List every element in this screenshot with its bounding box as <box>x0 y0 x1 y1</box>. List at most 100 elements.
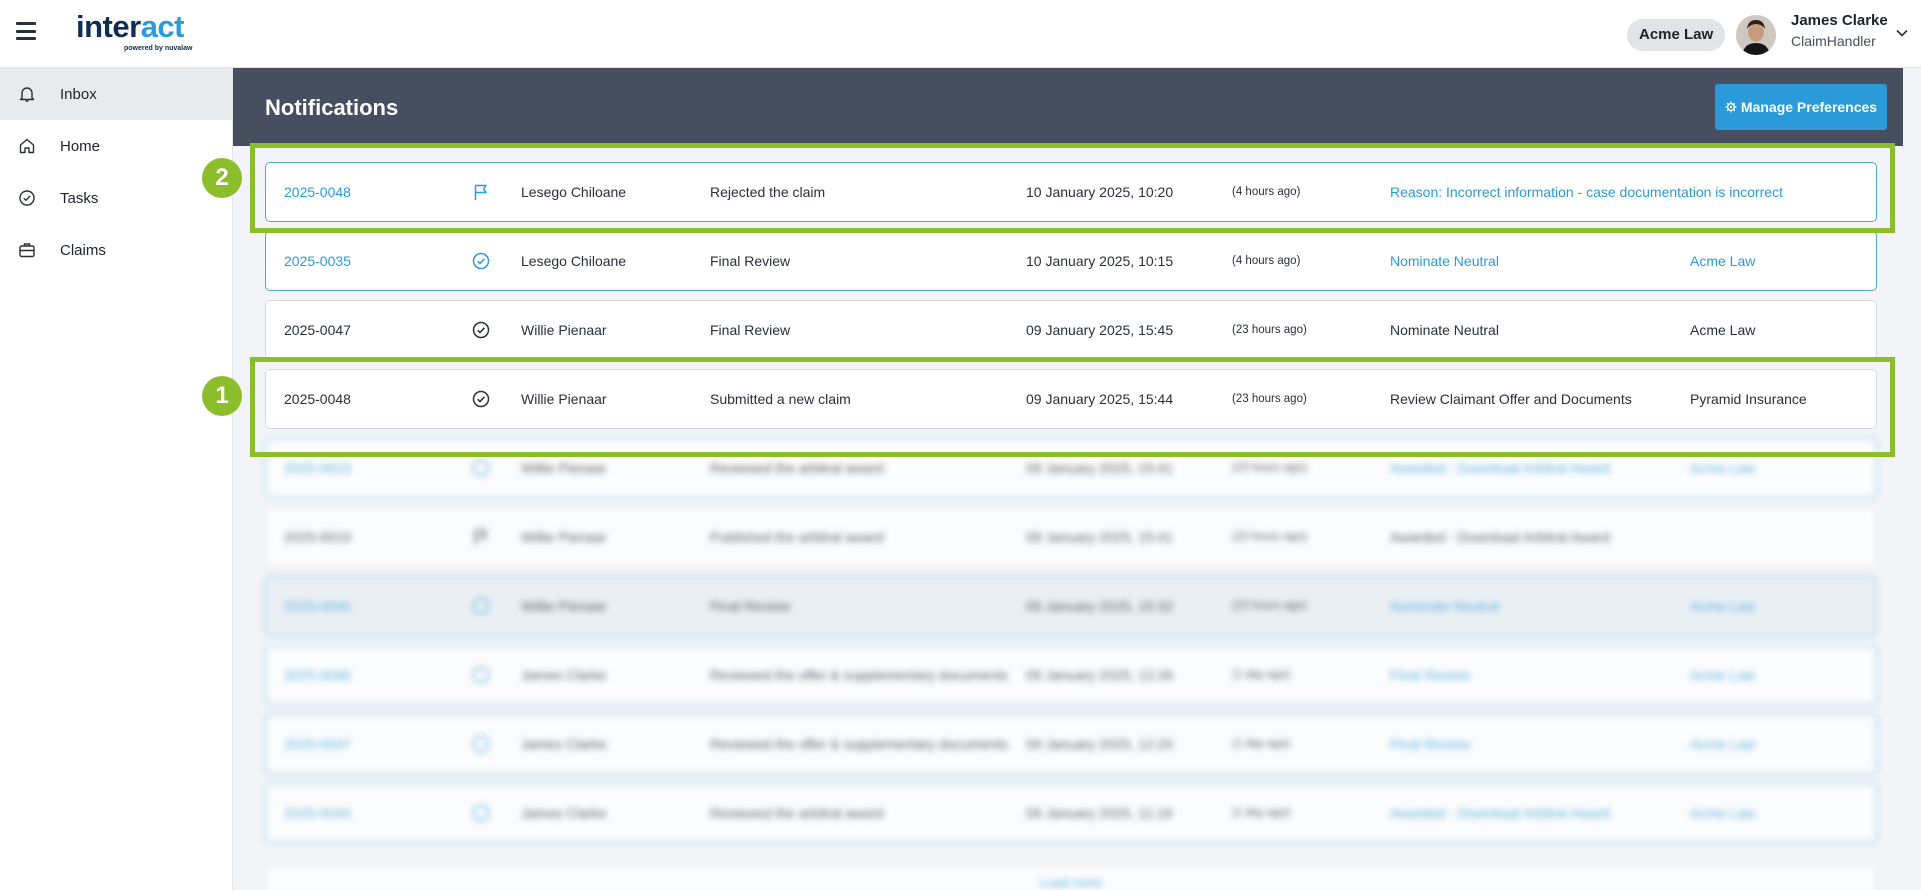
claim-number-link[interactable]: 2025-0046 <box>284 667 351 683</box>
bell-icon <box>19 87 35 102</box>
user-role: ClaimHandler <box>1791 33 1876 49</box>
relative-time: (23 hours ago) <box>1232 531 1307 543</box>
relative-time: (23 hours ago) <box>1232 324 1307 336</box>
sidebar-item-claims[interactable]: Claims <box>0 224 232 276</box>
claim-number-link[interactable]: 2025-0048 <box>284 184 351 200</box>
sidebar-item-inbox[interactable]: Inbox <box>0 68 232 120</box>
check-circle-icon <box>472 735 490 753</box>
date-cell: 09 January 2025, 15:41 <box>1026 460 1174 476</box>
detail-link[interactable]: Awarded - Download Arbitral Award <box>1390 529 1610 545</box>
claim-number-link[interactable]: 2025-0047 <box>284 736 351 752</box>
date-cell: 09 January 2025, 15:41 <box>1026 529 1174 545</box>
notification-row[interactable]: 2025-0035 Lesego Chiloane Final Review 1… <box>265 231 1877 291</box>
claim-number-link[interactable]: 2025-0047 <box>284 322 351 338</box>
user-name-cell: Willie Pienaar <box>521 598 607 614</box>
sidebar-item-home[interactable]: Home <box>0 120 232 172</box>
home-icon <box>19 138 35 154</box>
chevron-down-icon[interactable] <box>1895 26 1909 40</box>
date-cell: 09 January 2025, 15:32 <box>1026 598 1174 614</box>
top-bar: interact powered by nuvalaw Acme Law Jam… <box>0 0 1921 68</box>
relative-time: (4 hours ago) <box>1232 186 1301 198</box>
claim-number-link[interactable]: 2025-0043 <box>284 805 351 821</box>
check-circle-icon <box>472 252 490 270</box>
flag-icon <box>472 528 490 546</box>
gear-icon <box>1725 101 1737 113</box>
date-cell: 09 January 2025, 11:19 <box>1026 805 1173 821</box>
action-cell: Reviewed the offer & supplementary docum… <box>710 667 1008 683</box>
detail-link[interactable]: Review Claimant Offer and Documents <box>1390 391 1632 407</box>
check-circle-icon <box>19 190 35 206</box>
action-cell: Reviewed the offer & supplementary docum… <box>710 736 1008 752</box>
logo-text-main: inter <box>76 9 141 44</box>
manage-preferences-button[interactable]: Manage Preferences <box>1715 84 1887 130</box>
notification-row[interactable]: 2025-0046 James Clarke Reviewed the offe… <box>265 645 1877 705</box>
detail-link[interactable]: Nominate Neutral <box>1390 598 1499 614</box>
hamburger-menu-icon[interactable] <box>16 22 36 40</box>
relative-time: (1 day ago) <box>1232 738 1291 750</box>
avatar[interactable] <box>1736 15 1776 55</box>
logo-text-accent: act <box>140 9 185 44</box>
load-more-button[interactable]: Load more <box>265 865 1877 890</box>
claim-number-link[interactable]: 2025-0019 <box>284 460 351 476</box>
organization-link[interactable]: Acme Law <box>1690 736 1756 752</box>
action-cell: Reviewed the arbitral award <box>710 805 884 821</box>
user-name-cell: Willie Pienaar <box>521 391 607 407</box>
page-title: Notifications <box>265 95 399 120</box>
detail-link[interactable]: Reason: Incorrect information - case doc… <box>1390 184 1783 200</box>
scrollbar[interactable] <box>1903 68 1921 890</box>
action-cell: Final Review <box>710 598 791 614</box>
claim-number-link[interactable]: 2025-0019 <box>284 529 351 545</box>
organization-link[interactable]: Acme Law <box>1690 322 1756 338</box>
sidebar-item-label: Home <box>60 137 101 155</box>
sidebar-item-tasks[interactable]: Tasks <box>0 172 232 224</box>
relative-time: (23 hours ago) <box>1232 393 1307 405</box>
detail-link[interactable]: Final Review <box>1390 667 1471 683</box>
user-name-cell: Lesego Chiloane <box>521 253 627 269</box>
date-cell: 09 January 2025, 15:44 <box>1026 391 1174 407</box>
user-name[interactable]: James Clarke <box>1791 12 1888 29</box>
notification-row[interactable]: 2025-0047 Willie Pienaar Final Review 09… <box>265 300 1877 360</box>
claim-number-link[interactable]: 2025-0035 <box>284 253 351 269</box>
sidebar-item-label: Inbox <box>60 85 97 103</box>
notification-row[interactable]: 2025-0045 Willie Pienaar Final Review 09… <box>265 576 1877 636</box>
notification-row[interactable]: 2025-0048 Willie Pienaar Submitted a new… <box>265 369 1877 429</box>
claim-number-link[interactable]: 2025-0045 <box>284 598 351 614</box>
detail-link[interactable]: Awarded - Download Arbitral Award <box>1390 805 1610 821</box>
notification-row[interactable]: 2025-0043 James Clarke Reviewed the arbi… <box>265 783 1877 843</box>
check-circle-icon <box>472 390 490 408</box>
step-marker-2: 2 <box>202 158 242 198</box>
detail-link[interactable]: Nominate Neutral <box>1390 322 1499 338</box>
date-cell: 10 January 2025, 10:20 <box>1026 184 1174 200</box>
app-logo[interactable]: interact powered by nuvalaw <box>76 9 206 53</box>
organization-link[interactable]: Acme Law <box>1690 460 1756 476</box>
organization-link[interactable]: Acme Law <box>1690 805 1756 821</box>
date-cell: 10 January 2025, 10:15 <box>1026 253 1174 269</box>
date-cell: 09 January 2025, 12:26 <box>1026 667 1174 683</box>
check-circle-icon <box>472 321 490 339</box>
user-name-cell: James Clarke <box>521 736 607 752</box>
check-circle-icon <box>472 666 490 684</box>
action-cell: Submitted a new claim <box>710 391 851 407</box>
organization-link[interactable]: Acme Law <box>1690 598 1756 614</box>
notification-row[interactable]: 2025-0019 Willie Pienaar Published the a… <box>265 507 1877 567</box>
claim-number-link[interactable]: 2025-0048 <box>284 391 351 407</box>
organization-link[interactable]: Pyramid Insurance <box>1690 391 1807 407</box>
briefcase-icon <box>19 243 35 258</box>
notification-row[interactable]: 2025-0048 Lesego Chiloane Rejected the c… <box>265 162 1877 222</box>
sidebar-item-label: Tasks <box>60 189 99 207</box>
relative-time: (23 hours ago) <box>1232 462 1307 474</box>
check-circle-icon <box>472 459 490 477</box>
detail-link[interactable]: Final Review <box>1390 736 1471 752</box>
logo-subtitle: powered by nuvalaw <box>124 45 193 52</box>
notification-row[interactable]: 2025-0019 Willie Pienaar Reviewed the ar… <box>265 438 1877 498</box>
organization-link[interactable]: Acme Law <box>1690 253 1756 269</box>
detail-link[interactable]: Nominate Neutral <box>1390 253 1499 269</box>
action-cell: Reviewed the arbitral award <box>710 460 884 476</box>
action-cell: Final Review <box>710 322 791 338</box>
flag-icon <box>472 183 490 201</box>
organization-link[interactable]: Acme Law <box>1690 667 1756 683</box>
sidebar: Inbox Home Tasks Claims <box>0 68 233 890</box>
notification-row[interactable]: 2025-0047 James Clarke Reviewed the offe… <box>265 714 1877 774</box>
relative-time: (4 hours ago) <box>1232 255 1301 267</box>
detail-link[interactable]: Awarded - Download Arbitral Award <box>1390 460 1610 476</box>
